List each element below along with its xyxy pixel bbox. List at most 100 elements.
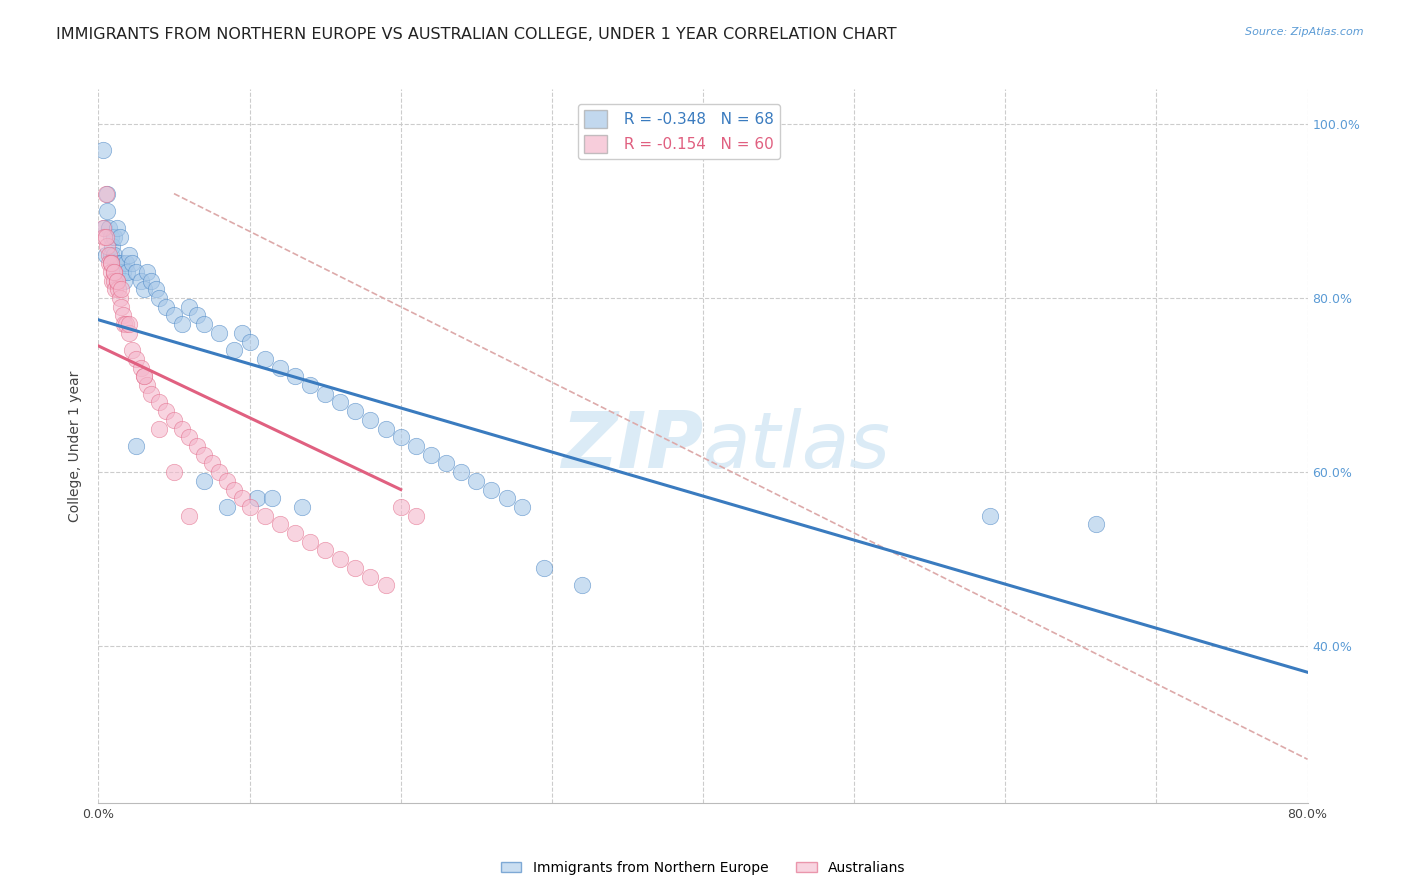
- Point: [104, 256, 127, 270]
- Point: [269, 517, 291, 532]
- Y-axis label: College, Under 1 year: College, Under 1 year: [69, 370, 83, 522]
- Point: [125, 265, 148, 279]
- Point: [231, 326, 253, 340]
- Point: [465, 474, 488, 488]
- Point: [91, 221, 114, 235]
- Point: [148, 421, 170, 435]
- Text: atlas: atlas: [703, 408, 891, 484]
- Point: [148, 291, 170, 305]
- Point: [105, 221, 128, 235]
- Text: ZIP: ZIP: [561, 408, 703, 484]
- Point: [103, 265, 125, 279]
- Point: [179, 508, 201, 523]
- Point: [193, 317, 215, 331]
- Point: [291, 500, 314, 514]
- Point: [114, 256, 136, 270]
- Point: [163, 309, 186, 323]
- Point: [105, 265, 128, 279]
- Point: [135, 378, 157, 392]
- Point: [405, 508, 427, 523]
- Point: [299, 534, 322, 549]
- Point: [360, 413, 382, 427]
- Point: [93, 230, 115, 244]
- Point: [208, 465, 231, 479]
- Point: [239, 500, 262, 514]
- Point: [186, 309, 208, 323]
- Point: [132, 282, 155, 296]
- Point: [389, 500, 412, 514]
- Point: [100, 265, 122, 279]
- Point: [215, 474, 238, 488]
- Point: [979, 508, 1001, 523]
- Point: [208, 326, 231, 340]
- Point: [94, 230, 117, 244]
- Point: [110, 256, 132, 270]
- Point: [93, 221, 115, 235]
- Point: [533, 561, 555, 575]
- Text: Source: ZipAtlas.com: Source: ZipAtlas.com: [1246, 27, 1364, 37]
- Point: [224, 343, 246, 358]
- Point: [450, 465, 472, 479]
- Point: [100, 256, 122, 270]
- Point: [201, 457, 224, 471]
- Legend:  R = -0.348   N = 68,  R = -0.154   N = 60: R = -0.348 N = 68, R = -0.154 N = 60: [578, 104, 780, 159]
- Point: [299, 378, 322, 392]
- Point: [118, 317, 141, 331]
- Point: [101, 239, 124, 253]
- Point: [103, 274, 125, 288]
- Point: [98, 256, 121, 270]
- Point: [100, 230, 122, 244]
- Point: [100, 247, 122, 261]
- Point: [105, 274, 128, 288]
- Point: [125, 351, 148, 366]
- Point: [186, 439, 208, 453]
- Point: [115, 265, 138, 279]
- Point: [510, 500, 533, 514]
- Legend: Immigrants from Northern Europe, Australians: Immigrants from Northern Europe, Austral…: [495, 855, 911, 880]
- Point: [155, 404, 177, 418]
- Point: [246, 491, 269, 506]
- Point: [118, 247, 141, 261]
- Point: [103, 265, 125, 279]
- Point: [224, 483, 246, 497]
- Point: [434, 457, 457, 471]
- Point: [100, 256, 122, 270]
- Point: [170, 317, 193, 331]
- Point: [360, 569, 382, 583]
- Point: [374, 578, 396, 592]
- Point: [94, 186, 117, 201]
- Point: [132, 369, 155, 384]
- Point: [262, 491, 284, 506]
- Point: [98, 221, 121, 235]
- Point: [105, 274, 128, 288]
- Point: [96, 204, 118, 219]
- Point: [571, 578, 593, 592]
- Point: [121, 256, 143, 270]
- Point: [481, 483, 503, 497]
- Point: [420, 448, 443, 462]
- Point: [107, 282, 129, 296]
- Point: [179, 430, 201, 444]
- Point: [284, 369, 307, 384]
- Point: [145, 282, 167, 296]
- Point: [389, 430, 412, 444]
- Text: IMMIGRANTS FROM NORTHERN EUROPE VS AUSTRALIAN COLLEGE, UNDER 1 YEAR CORRELATION : IMMIGRANTS FROM NORTHERN EUROPE VS AUSTR…: [56, 27, 897, 42]
- Point: [1085, 517, 1108, 532]
- Point: [91, 143, 114, 157]
- Point: [253, 508, 276, 523]
- Point: [135, 265, 157, 279]
- Point: [239, 334, 262, 349]
- Point: [329, 395, 352, 409]
- Point: [193, 474, 215, 488]
- Point: [129, 360, 152, 375]
- Point: [344, 404, 367, 418]
- Point: [495, 491, 517, 506]
- Point: [141, 386, 163, 401]
- Point: [231, 491, 253, 506]
- Point: [405, 439, 427, 453]
- Point: [314, 386, 336, 401]
- Point: [104, 282, 127, 296]
- Point: [96, 239, 118, 253]
- Point: [111, 265, 134, 279]
- Point: [284, 526, 307, 541]
